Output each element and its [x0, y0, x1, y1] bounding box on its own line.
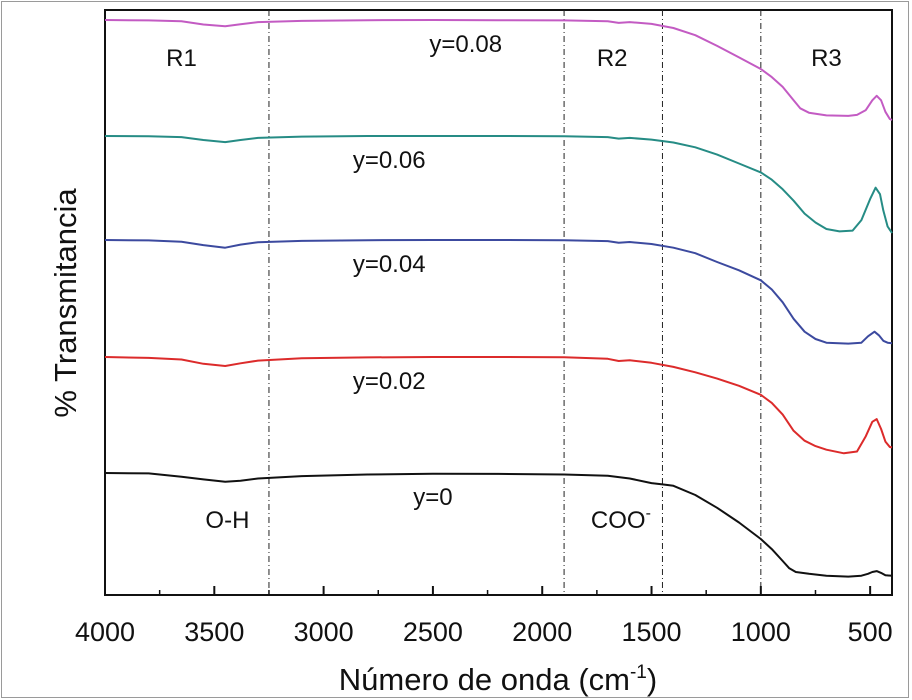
series-layer	[104, 19, 893, 578]
band-label: COO-	[591, 505, 651, 534]
plot-area	[104, 9, 893, 596]
series-line	[104, 135, 893, 234]
x-tick-label: 3500	[184, 617, 244, 647]
x-axis-ticks	[104, 586, 872, 595]
series-line	[104, 19, 893, 121]
band-label-superscript: -	[646, 505, 651, 522]
series-label: y=0.06	[353, 147, 426, 174]
band-label-text: COO	[591, 507, 646, 534]
x-tick-label: 1000	[731, 617, 791, 647]
series-label: y=0.08	[429, 31, 502, 58]
band-label: O-H	[205, 507, 249, 534]
region-label: R3	[811, 45, 842, 72]
region-label: R2	[597, 45, 628, 72]
x-axis-tick-labels: 4000 3500 3000 2500 2000 1500 1000 500	[75, 617, 893, 647]
x-axis-title-main: Número de onda (cm	[339, 662, 630, 697]
region-labels: R1 R2 R3	[166, 45, 842, 72]
x-axis-title-superscript: -1	[630, 662, 647, 683]
series-labels: y=0.08 y=0.06 y=0.04 y=0.02 y=0	[353, 31, 502, 511]
band-label-text: O-H	[205, 507, 249, 534]
series-line	[104, 239, 893, 345]
series-line	[104, 356, 893, 455]
series-label: y=0	[413, 484, 452, 511]
x-tick-label: 2000	[512, 617, 572, 647]
region-label: R1	[166, 45, 197, 72]
series-label: y=0.04	[353, 251, 426, 278]
x-tick-label: 1500	[621, 617, 681, 647]
band-labels: O-H COO-	[205, 505, 651, 534]
x-axis-title-suffix: )	[647, 662, 657, 697]
series-label: y=0.02	[353, 368, 426, 395]
x-tick-label: 3000	[294, 617, 354, 647]
x-axis-title: Número de onda (cm-1)	[339, 662, 657, 697]
x-tick-label: 500	[848, 617, 893, 647]
x-tick-label: 4000	[75, 617, 135, 647]
x-tick-label: 2500	[403, 617, 463, 647]
series-line	[104, 472, 893, 578]
y-axis-title: % Transmitancia	[48, 188, 83, 418]
